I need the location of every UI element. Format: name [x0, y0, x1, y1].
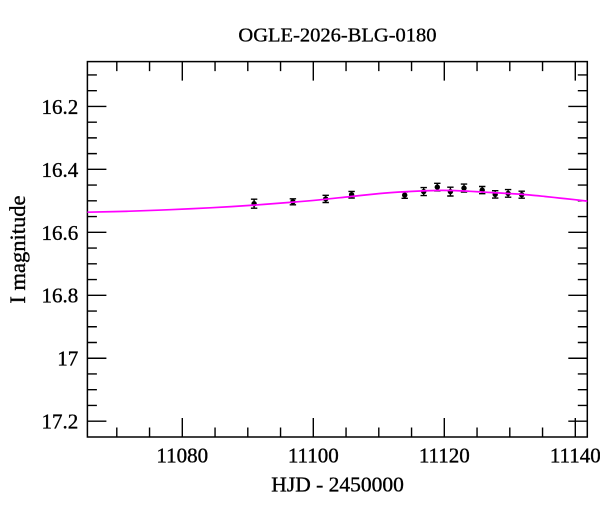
- svg-text:11120: 11120: [419, 443, 470, 467]
- svg-text:16.4: 16.4: [41, 158, 78, 182]
- svg-text:11080: 11080: [156, 443, 208, 467]
- svg-text:I magnitude: I magnitude: [5, 196, 30, 304]
- svg-text:17: 17: [57, 347, 78, 371]
- svg-text:11140: 11140: [550, 443, 600, 467]
- svg-text:HJD - 2450000: HJD - 2450000: [271, 473, 404, 497]
- svg-text:17.2: 17.2: [41, 410, 78, 434]
- svg-text:16.8: 16.8: [41, 284, 78, 308]
- svg-text:16.6: 16.6: [41, 221, 78, 245]
- svg-text:11100: 11100: [288, 443, 339, 467]
- svg-text:16.2: 16.2: [41, 95, 78, 119]
- svg-text:OGLE-2026-BLG-0180: OGLE-2026-BLG-0180: [238, 25, 436, 47]
